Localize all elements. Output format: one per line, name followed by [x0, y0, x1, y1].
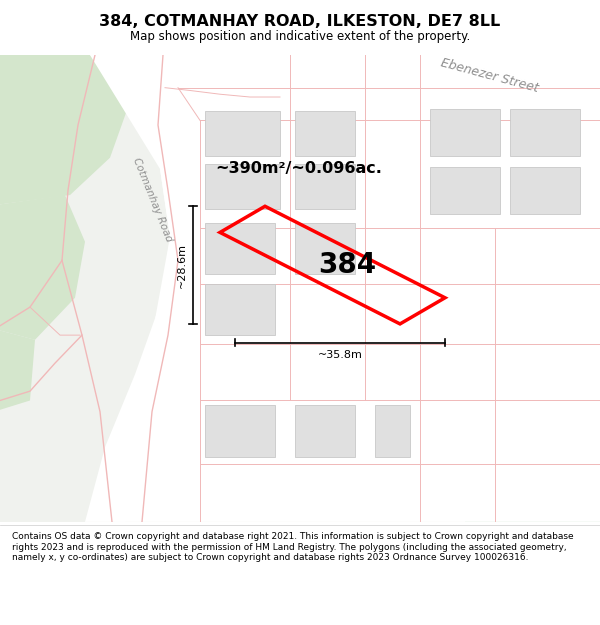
Polygon shape — [465, 302, 600, 522]
Polygon shape — [0, 195, 85, 340]
Bar — [375, 405, 410, 456]
Bar — [205, 164, 280, 209]
Bar — [205, 111, 280, 156]
Bar — [295, 164, 355, 209]
Bar — [205, 223, 275, 274]
Text: ~28.6m: ~28.6m — [177, 242, 187, 288]
Text: Cotmanhay Road: Cotmanhay Road — [131, 156, 173, 243]
Text: ~35.8m: ~35.8m — [317, 350, 362, 360]
Bar — [510, 167, 580, 214]
Bar — [295, 405, 355, 456]
Text: Contains OS data © Crown copyright and database right 2021. This information is : Contains OS data © Crown copyright and d… — [12, 532, 574, 562]
Text: 384: 384 — [319, 251, 377, 279]
Polygon shape — [115, 55, 600, 522]
Text: ~390m²/~0.096ac.: ~390m²/~0.096ac. — [215, 161, 382, 176]
Bar — [205, 284, 275, 335]
Polygon shape — [0, 331, 35, 410]
Text: 384, COTMANHAY ROAD, ILKESTON, DE7 8LL: 384, COTMANHAY ROAD, ILKESTON, DE7 8LL — [100, 14, 500, 29]
Bar — [205, 405, 275, 456]
Bar — [430, 109, 500, 156]
Text: Map shows position and indicative extent of the property.: Map shows position and indicative extent… — [130, 30, 470, 43]
Bar — [430, 167, 500, 214]
Polygon shape — [0, 55, 130, 204]
Bar — [295, 111, 355, 156]
Polygon shape — [85, 55, 245, 522]
Text: Ebenezer Street: Ebenezer Street — [440, 56, 541, 95]
Bar — [295, 223, 355, 274]
Polygon shape — [430, 55, 600, 214]
Bar — [510, 109, 580, 156]
